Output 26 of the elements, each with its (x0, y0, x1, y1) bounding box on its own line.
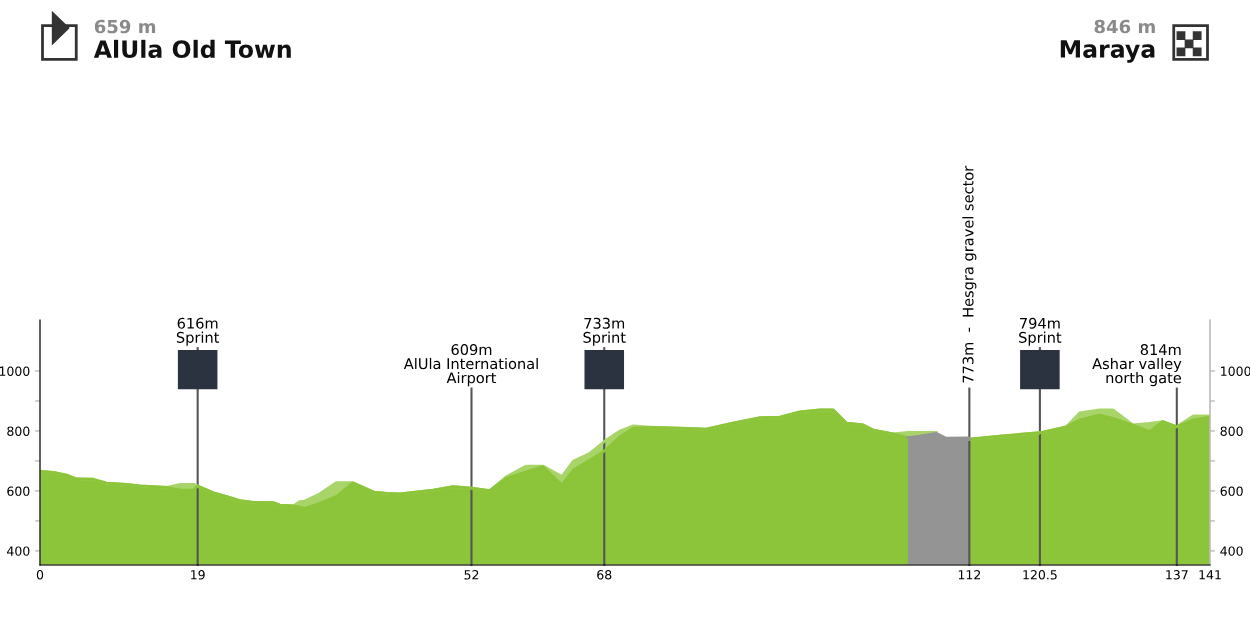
y-tick-label: 400 (7, 546, 30, 556)
y-tick-label: 1000 (0, 366, 30, 376)
x-tick-label: 141 (1199, 570, 1221, 580)
ref-line-label: 733m Sprint (583, 317, 626, 346)
y-tick-label: 600 (7, 486, 30, 496)
ref-line-label: 814m Ashar valley north gate (1092, 344, 1182, 387)
x-tick-label: 137 (1166, 570, 1188, 580)
x-tick-label: 120.5 (1023, 570, 1057, 580)
text: Maraya (1060, 40, 1155, 63)
x-tick-label: 68 (597, 570, 612, 580)
x-tick-label: 52 (464, 570, 479, 580)
y2-tick-label: 600 (1220, 486, 1243, 496)
x-tick-label: 112 (958, 570, 981, 580)
x-tick-label: 19 (191, 570, 205, 580)
y2-tick-label: 400 (1220, 546, 1243, 556)
chart-subtitle: 659 m (94, 19, 156, 34)
text: 846 m (1094, 19, 1155, 34)
ref-line-label: 609m AlUla International Airport (403, 344, 538, 387)
chart-title: AlUla Old Town (93, 39, 291, 59)
ref-line-label: 616m Sprint (176, 317, 220, 346)
y-tick-label: 800 (7, 426, 30, 436)
ref-line-label: 794m Sprint (1019, 317, 1062, 346)
ref-line-label: 773m - Hesgra gravel sector (962, 165, 977, 383)
x-tick-label: 0 (36, 570, 44, 580)
y2-tick-label: 800 (1220, 426, 1243, 436)
y2-tick-label: 1000 (1221, 366, 1250, 376)
